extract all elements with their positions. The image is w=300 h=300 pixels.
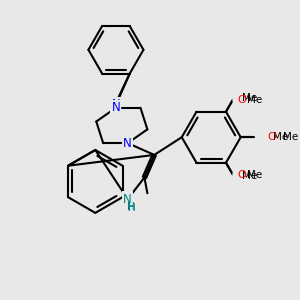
- FancyBboxPatch shape: [123, 138, 133, 148]
- Circle shape: [122, 194, 133, 205]
- Circle shape: [110, 102, 121, 113]
- Text: Me: Me: [273, 132, 288, 142]
- Text: O: O: [235, 171, 244, 182]
- Circle shape: [241, 94, 253, 106]
- Text: Me: Me: [247, 170, 262, 180]
- Text: N: N: [123, 136, 132, 150]
- Text: O: O: [263, 132, 272, 142]
- Text: N: N: [112, 98, 120, 111]
- Text: Me: Me: [247, 95, 262, 105]
- Text: O: O: [237, 170, 246, 180]
- Circle shape: [241, 169, 253, 181]
- Text: N: N: [123, 193, 132, 206]
- Text: H: H: [128, 203, 136, 213]
- Text: N: N: [112, 101, 120, 114]
- Text: O: O: [268, 132, 277, 142]
- Text: Me: Me: [242, 171, 257, 182]
- Text: N: N: [123, 193, 132, 206]
- Circle shape: [261, 129, 277, 145]
- Circle shape: [277, 131, 289, 143]
- Text: N: N: [123, 136, 132, 150]
- Circle shape: [232, 167, 248, 182]
- Text: Me: Me: [242, 93, 257, 103]
- FancyBboxPatch shape: [111, 103, 121, 113]
- Text: N: N: [112, 101, 120, 114]
- Text: Me: Me: [283, 132, 298, 142]
- Text: H: H: [127, 202, 134, 212]
- Text: O: O: [235, 93, 244, 103]
- Circle shape: [122, 138, 133, 148]
- Text: O: O: [237, 95, 246, 105]
- Circle shape: [232, 92, 248, 108]
